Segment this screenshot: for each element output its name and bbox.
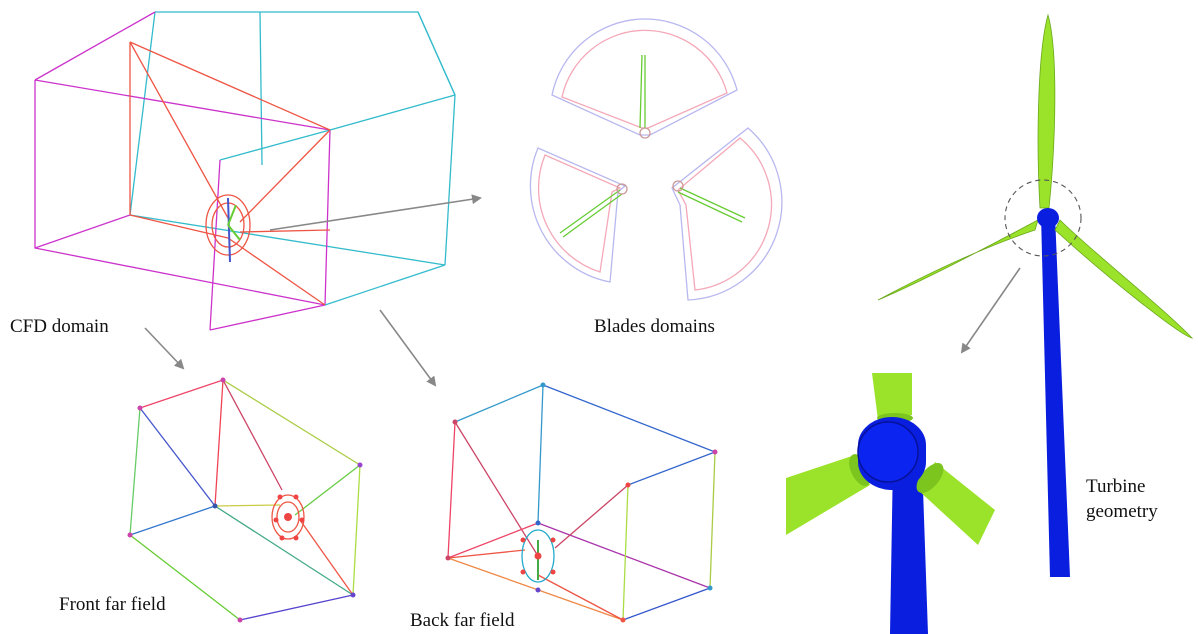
- blade-domain-top: [551, 18, 738, 139]
- blade-domain-right: [671, 127, 783, 301]
- arrow-to-front-far-field: [144, 327, 185, 370]
- turbine-tower: [1041, 215, 1070, 577]
- turbine-hub: [1037, 208, 1059, 228]
- label-turbine-geometry-line2: geometry: [1086, 501, 1158, 522]
- cfd-domain-wireframe: [34, 11, 456, 331]
- label-cfd-domain: CFD domain: [10, 316, 109, 337]
- arrow-to-hub-detail: [960, 267, 1021, 354]
- label-turbine-geometry-line1: Turbine: [1086, 476, 1146, 497]
- turbine-blade-left: [877, 219, 1039, 301]
- blades-domains: [529, 18, 783, 301]
- hub-detail: [786, 373, 995, 634]
- arrow-to-blades: [269, 194, 482, 231]
- blade-domain-left: [529, 147, 628, 283]
- front-far-field-wireframe: [127, 377, 363, 623]
- turbine-geometry: [877, 13, 1194, 577]
- hub-highlight-circle: [1004, 179, 1082, 257]
- label-back-far-field: Back far field: [410, 610, 515, 631]
- turbine-blade-right: [1054, 219, 1194, 339]
- arrows: [144, 194, 1021, 387]
- turbine-blade-top: [1037, 13, 1056, 209]
- back-far-field-wireframe: [445, 382, 718, 623]
- arrow-to-back-far-field: [379, 309, 437, 387]
- label-front-far-field: Front far field: [59, 594, 166, 615]
- label-blades-domains: Blades domains: [594, 316, 715, 337]
